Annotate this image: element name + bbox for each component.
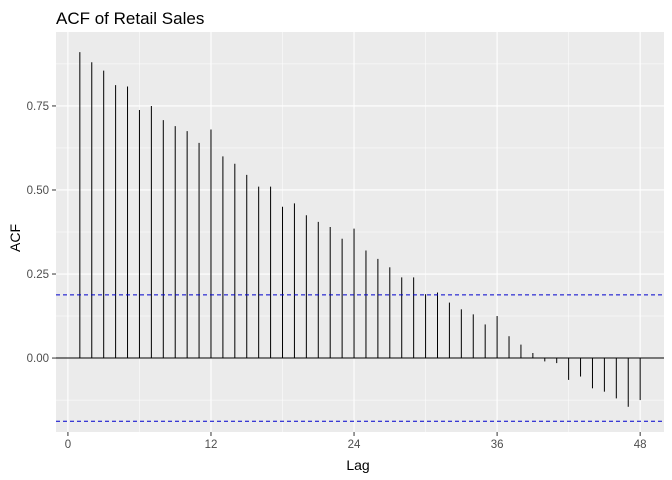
x-axis-title: Lag	[346, 457, 369, 473]
x-tick-label: 36	[491, 439, 504, 451]
x-tick-label: 24	[348, 439, 361, 451]
acf-spikes	[79, 52, 641, 407]
y-tick-label: 0.50	[27, 185, 49, 197]
x-tick-label: 12	[205, 439, 218, 451]
y-tick-label: 0.25	[27, 269, 49, 281]
x-axis: 0 12 24 36 48	[65, 432, 647, 451]
y-axis-title: ACF	[7, 224, 23, 252]
chart-title: ACF of Retail Sales	[56, 9, 204, 28]
confidence-bounds	[56, 294, 664, 422]
y-tick-label: 0.00	[27, 353, 49, 365]
y-tick-label: 0.75	[27, 101, 49, 113]
y-axis: 0.00 0.25 0.50 0.75	[27, 101, 56, 365]
x-tick-label: 0	[65, 439, 71, 451]
x-tick-label: 48	[634, 439, 647, 451]
